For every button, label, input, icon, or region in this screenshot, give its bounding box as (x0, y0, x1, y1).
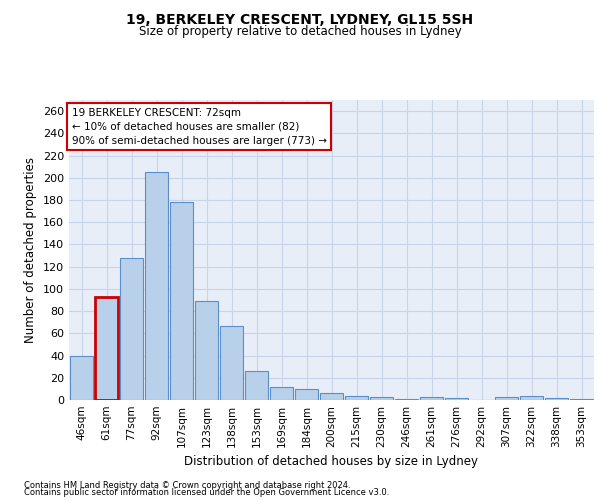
Bar (220, 326, 244, 400)
Bar (445, 398, 469, 400)
Bar (119, 258, 143, 400)
Text: Contains HM Land Registry data © Crown copyright and database right 2024.: Contains HM Land Registry data © Crown c… (24, 480, 350, 490)
Text: 19 BERKELEY CRESCENT: 72sqm
← 10% of detached houses are smaller (82)
90% of sem: 19 BERKELEY CRESCENT: 72sqm ← 10% of det… (71, 108, 326, 146)
Bar (295, 389, 319, 400)
Bar (245, 371, 268, 400)
Text: 19, BERKELEY CRESCENT, LYDNEY, GL15 5SH: 19, BERKELEY CRESCENT, LYDNEY, GL15 5SH (127, 12, 473, 26)
Bar (545, 398, 568, 400)
Bar (344, 396, 368, 400)
Bar (95, 296, 118, 400)
Bar (194, 301, 218, 400)
Bar (569, 399, 593, 400)
Bar (170, 202, 193, 400)
Bar (320, 394, 343, 400)
Text: Size of property relative to detached houses in Lydney: Size of property relative to detached ho… (139, 25, 461, 38)
Bar (520, 396, 544, 400)
Bar (494, 396, 518, 400)
Y-axis label: Number of detached properties: Number of detached properties (25, 157, 37, 343)
X-axis label: Distribution of detached houses by size in Lydney: Distribution of detached houses by size … (185, 456, 479, 468)
Bar (70, 356, 94, 400)
Text: Contains public sector information licensed under the Open Government Licence v3: Contains public sector information licen… (24, 488, 389, 497)
Bar (269, 386, 293, 400)
Bar (370, 396, 394, 400)
Bar (419, 396, 443, 400)
Bar (395, 399, 418, 400)
Bar (145, 172, 169, 400)
